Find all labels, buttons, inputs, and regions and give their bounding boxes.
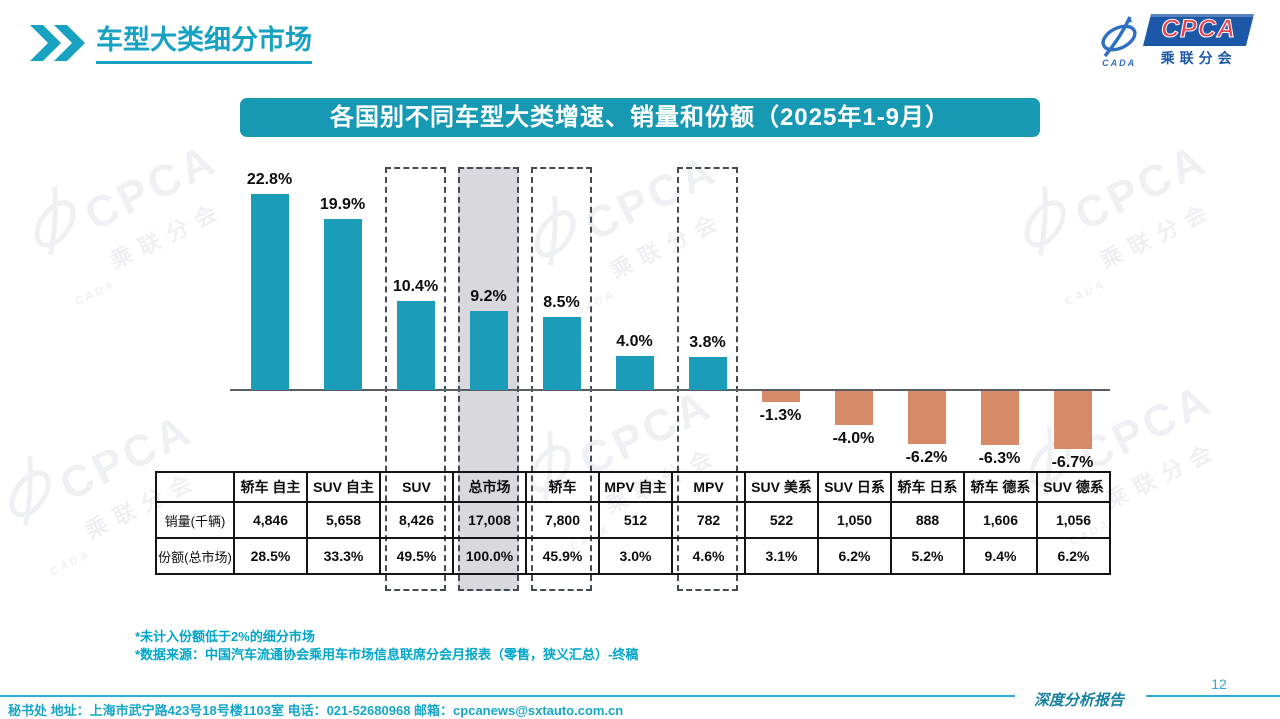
table-header-轿车 自主: 轿车 自主 — [233, 471, 308, 503]
bar-轿车 日系 — [907, 391, 946, 445]
table-header-轿车: 轿车 — [525, 471, 600, 503]
page-title: 车型大类细分市场 — [96, 24, 312, 64]
table-row-label: 份额(总市场) — [155, 537, 235, 575]
table-cell: 888 — [890, 501, 965, 539]
table-corner-cell — [155, 471, 235, 503]
bar-MPV 自主 — [615, 355, 654, 390]
table-cell: 6.2% — [1036, 537, 1111, 575]
table-cell: 522 — [744, 501, 819, 539]
bar-总市场 — [469, 310, 508, 390]
footer-contact: 秘书处 地址：上海市武宁路423号18号楼1103室 电话：021-526809… — [8, 703, 624, 718]
bar-SUV 德系 — [1053, 391, 1092, 449]
table-cell: 33.3% — [306, 537, 381, 575]
table-cell: 3.1% — [744, 537, 819, 575]
bar-SUV 自主 — [323, 218, 362, 390]
table-header-SUV 日系: SUV 日系 — [817, 471, 892, 503]
highlight-box-SUV — [385, 167, 446, 591]
table-cell: 1,056 — [1036, 501, 1111, 539]
table-header-MPV 自主: MPV 自主 — [598, 471, 673, 503]
footnote-2: *数据来源：中国汽车流通协会乘用车市场信息联席分会月报表（零售，狭义汇总）-终稿 — [135, 647, 639, 662]
logo-subtitle: 乘联分会 — [1160, 50, 1237, 66]
table-cell: 782 — [671, 501, 746, 539]
bar-轿车 — [542, 316, 581, 390]
table-cell: 5.2% — [890, 537, 965, 575]
table-cell: 512 — [598, 501, 673, 539]
data-table: 轿车 自主 SUV 自主 SUV 总市场 轿车 MPV 自主 MPV SUV 美系 SUV 日系… — [155, 471, 1111, 575]
table-cell: 28.5% — [233, 537, 308, 575]
footer-divider-right — [1146, 695, 1280, 697]
table-cell: 17,008 — [452, 501, 527, 539]
table-header-SUV 德系: SUV 德系 — [1036, 471, 1111, 503]
bar-轿车 德系 — [980, 391, 1019, 446]
table-header-SUV 美系: SUV 美系 — [744, 471, 819, 503]
cada-emblem-icon — [1101, 16, 1137, 58]
page-header: 车型大类细分市场 — [30, 24, 312, 64]
bar-value-label: 4.0% — [616, 332, 653, 350]
bar-value-label: -1.3% — [759, 407, 802, 425]
cada-label: CADA — [1102, 58, 1137, 68]
table-cell: 1,050 — [817, 501, 892, 539]
table-header-SUV: SUV — [379, 471, 454, 503]
footer-divider-left — [0, 695, 1015, 697]
report-name: 深度分析报告 — [1033, 693, 1124, 709]
highlight-box-轿车 — [531, 167, 592, 591]
bar-value-label: 19.9% — [319, 195, 366, 213]
bar-value-label: 9.2% — [470, 287, 507, 305]
table-header-SUV 自主: SUV 自主 — [306, 471, 381, 503]
x-axis-baseline — [230, 389, 1110, 391]
table-cell: 45.9% — [525, 537, 600, 575]
table-cell: 4,846 — [233, 501, 308, 539]
page-number: 12 — [1211, 676, 1227, 692]
cpca-logo: CADA CPCA 乘联分会 — [1097, 14, 1254, 68]
table-cell: 9.4% — [963, 537, 1038, 575]
table-cell: 49.5% — [379, 537, 454, 575]
bar-轿车 自主 — [250, 193, 289, 390]
bar-SUV 美系 — [761, 391, 800, 403]
bar-value-label: -6.3% — [978, 450, 1021, 468]
bar-SUV — [396, 300, 435, 390]
bar-value-label: -4.0% — [832, 430, 875, 448]
table-cell: 100.0% — [452, 537, 527, 575]
table-cell: 7,800 — [525, 501, 600, 539]
table-cell: 4.6% — [671, 537, 746, 575]
footnote-1: *未计入份额低于2%的细分市场 — [135, 629, 315, 644]
table-cell: 8,426 — [379, 501, 454, 539]
bar-value-label: 8.5% — [543, 293, 580, 311]
table-cell: 5,658 — [306, 501, 381, 539]
double-chevron-icon — [30, 25, 85, 61]
table-header-总市场: 总市场 — [452, 471, 527, 503]
highlight-box-MPV — [677, 167, 738, 591]
table-header-轿车 德系: 轿车 德系 — [963, 471, 1038, 503]
bar-SUV 日系 — [834, 391, 873, 426]
table-cell: 6.2% — [817, 537, 892, 575]
table-header-轿车 日系: 轿车 日系 — [890, 471, 965, 503]
table-header-MPV: MPV — [671, 471, 746, 503]
table-cell: 3.0% — [598, 537, 673, 575]
cpca-band: CPCA — [1143, 14, 1254, 46]
bar-value-label: 3.8% — [689, 334, 726, 352]
bar-MPV — [688, 357, 727, 390]
bar-value-label: -6.7% — [1051, 453, 1094, 471]
table-cell: 1,606 — [963, 501, 1038, 539]
bar-value-label: -6.2% — [905, 449, 948, 467]
bar-value-label: 10.4% — [392, 277, 439, 295]
chart-title-banner: 各国别不同车型大类增速、销量和份额（2025年1-9月） — [240, 98, 1040, 137]
table-row-label: 销量(千辆) — [155, 501, 235, 539]
bar-value-label: 22.8% — [246, 170, 293, 188]
